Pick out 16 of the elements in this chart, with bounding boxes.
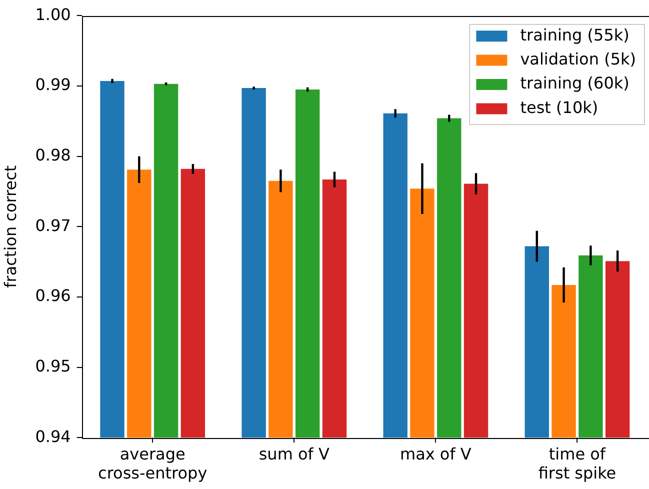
y-axis-title: fraction correct <box>0 165 20 288</box>
y-tick-label: 0.94 <box>35 426 71 446</box>
x-tick-label: time of first spike <box>538 444 616 483</box>
y-tick-label: 0.98 <box>35 145 71 164</box>
legend-label: test (10k) <box>520 98 598 117</box>
legend-label: training (55k) <box>520 25 630 44</box>
legend-label: validation (5k) <box>520 49 636 68</box>
y-tick-label: 0.97 <box>35 216 71 235</box>
x-tick-label: average cross-entropy <box>98 444 208 483</box>
legend-label: training (60k) <box>520 74 630 93</box>
x-tick-label: sum of V <box>258 444 330 464</box>
x-tick-label: max of V <box>400 444 472 464</box>
y-tick-label: 1.00 <box>35 4 71 24</box>
y-tick-label: 0.96 <box>35 286 71 306</box>
y-tick-label: 0.99 <box>35 75 71 94</box>
y-tick-label: 0.95 <box>35 356 71 376</box>
